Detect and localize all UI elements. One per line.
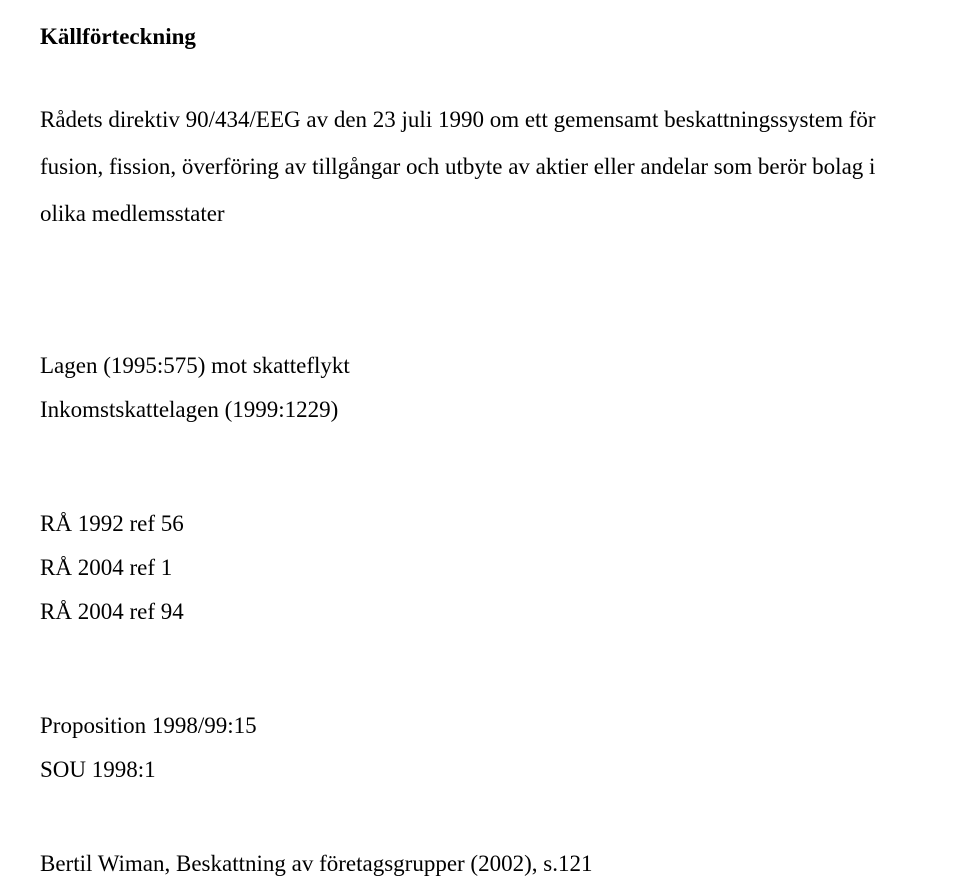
spacer (40, 643, 920, 713)
book-line: Bertil Wiman, Beskattning av företagsgru… (40, 851, 920, 877)
sou-line: SOU 1998:1 (40, 757, 920, 783)
law-line-2: Inkomstskattelagen (1999:1229) (40, 397, 920, 423)
document-page: Källförteckning Rådets direktiv 90/434/E… (0, 0, 960, 877)
case-line-2: RÅ 2004 ref 1 (40, 555, 920, 581)
spacer (40, 801, 920, 851)
spacer (40, 441, 920, 511)
spacer (40, 283, 920, 353)
case-line-3: RÅ 2004 ref 94 (40, 599, 920, 625)
case-line-1: RÅ 1992 ref 56 (40, 511, 920, 537)
proposition-line: Proposition 1998/99:15 (40, 713, 920, 739)
directive-paragraph: Rådets direktiv 90/434/EEG av den 23 jul… (40, 96, 920, 237)
law-line-1: Lagen (1995:575) mot skatteflykt (40, 353, 920, 379)
page-heading: Källförteckning (40, 24, 920, 50)
